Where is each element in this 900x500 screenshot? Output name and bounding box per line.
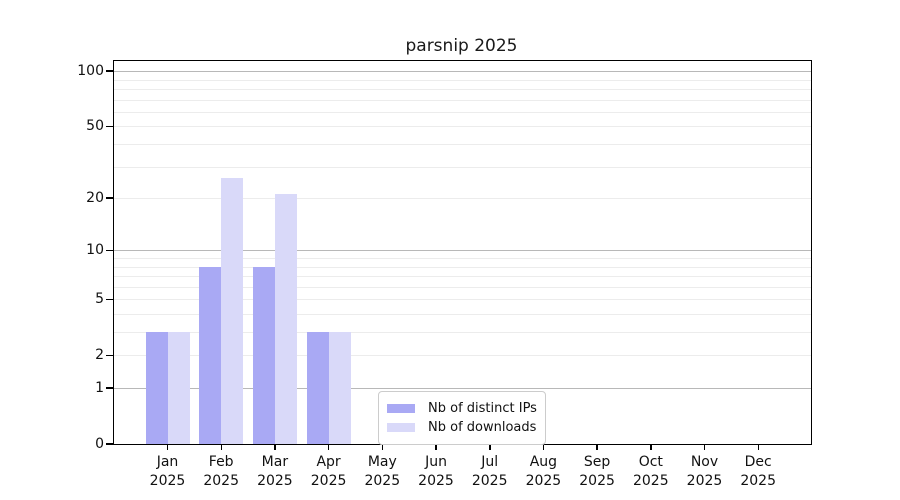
bar-downloads bbox=[167, 332, 190, 444]
y-tick-label: 1 bbox=[95, 380, 104, 396]
x-tick-label: Nov 2025 bbox=[686, 454, 723, 489]
x-tick bbox=[757, 444, 759, 450]
y-tick-label: 10 bbox=[86, 242, 104, 259]
bar-downloads bbox=[328, 332, 351, 444]
x-tick-label: Aug 2025 bbox=[525, 454, 562, 489]
major-gridline bbox=[114, 71, 811, 73]
y-tick-label: 100 bbox=[77, 63, 104, 80]
legend-item-distinct-ips: Nb of distinct IPs bbox=[387, 399, 537, 418]
y-tick-label: 5 bbox=[95, 291, 104, 308]
bar-distinct-ips bbox=[306, 332, 329, 444]
x-tick-label: Oct 2025 bbox=[632, 454, 669, 489]
legend-item-downloads: Nb of downloads bbox=[387, 418, 537, 437]
y-tick-label: 50 bbox=[86, 118, 104, 135]
minor-gridline bbox=[114, 144, 811, 145]
bar-distinct-ips bbox=[199, 266, 222, 444]
minor-gridline bbox=[114, 286, 811, 288]
legend: Nb of distinct IPs Nb of downloads bbox=[378, 391, 546, 445]
x-tick bbox=[650, 444, 652, 450]
x-tick-label: Apr 2025 bbox=[310, 454, 347, 489]
minor-gridline bbox=[114, 99, 811, 101]
x-tick bbox=[327, 444, 330, 450]
x-tick bbox=[274, 444, 276, 450]
minor-gridline bbox=[114, 266, 811, 268]
minor-gridline bbox=[114, 111, 811, 113]
bar-downloads bbox=[274, 194, 297, 444]
minor-gridline bbox=[114, 79, 811, 81]
y-tick bbox=[105, 354, 113, 356]
minor-gridline bbox=[114, 332, 811, 333]
x-tick bbox=[489, 444, 491, 450]
major-gridline bbox=[114, 250, 811, 252]
legend-swatch-distinct-ips bbox=[387, 404, 415, 413]
y-tick bbox=[105, 125, 113, 128]
minor-gridline bbox=[114, 89, 811, 90]
minor-gridline bbox=[114, 258, 811, 259]
legend-swatch-downloads bbox=[387, 423, 415, 432]
y-tick-label: 20 bbox=[86, 190, 104, 207]
x-tick bbox=[435, 444, 437, 450]
y-tick bbox=[105, 298, 113, 300]
minor-gridline bbox=[114, 355, 811, 357]
y-tick bbox=[105, 70, 113, 72]
legend-label: Nb of distinct IPs bbox=[428, 401, 537, 416]
minor-gridline bbox=[114, 166, 811, 168]
minor-gridline bbox=[114, 314, 811, 315]
x-tick-label: May 2025 bbox=[364, 454, 401, 489]
minor-gridline bbox=[114, 299, 811, 301]
x-tick-label: Feb 2025 bbox=[203, 454, 239, 489]
legend-label: Nb of downloads bbox=[428, 420, 537, 435]
x-tick bbox=[166, 444, 169, 450]
plot-area: 0 1 2 5 10 20 50 100 Jan 2025 Feb 2025 Mar 2025 Apr 202… bbox=[77, 60, 812, 489]
y-tick-label: 0 bbox=[95, 436, 104, 452]
x-tick bbox=[381, 444, 384, 450]
major-gridline bbox=[114, 388, 811, 389]
bar-distinct-ips bbox=[252, 266, 275, 444]
y-tick bbox=[105, 197, 113, 199]
bar-distinct-ips bbox=[145, 332, 168, 444]
bar-downloads bbox=[221, 177, 244, 444]
x-tick-label: Dec 2025 bbox=[740, 454, 776, 489]
y-tick-label: 2 bbox=[95, 347, 104, 364]
x-tick-label: Jun 2025 bbox=[418, 454, 454, 489]
minor-gridline bbox=[114, 198, 811, 200]
x-tick bbox=[703, 444, 706, 450]
minor-gridline bbox=[114, 126, 811, 128]
x-tick-label: Jul 2025 bbox=[471, 454, 508, 489]
chart-title: parsnip 2025 bbox=[405, 36, 518, 56]
y-tick bbox=[105, 387, 113, 389]
x-tick bbox=[542, 444, 545, 450]
x-tick-label: Jan 2025 bbox=[149, 454, 186, 489]
x-tick-label: Sep 2025 bbox=[579, 454, 615, 489]
x-tick bbox=[220, 444, 222, 450]
x-tick bbox=[596, 444, 598, 450]
minor-gridline bbox=[114, 276, 811, 277]
y-tick bbox=[105, 443, 113, 445]
x-tick-label: Mar 2025 bbox=[257, 454, 293, 489]
y-tick bbox=[105, 249, 113, 252]
